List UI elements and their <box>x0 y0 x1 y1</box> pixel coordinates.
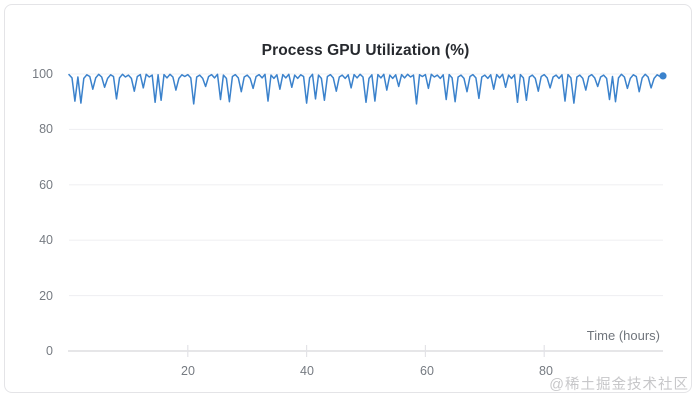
y-tick-label-0: 0 <box>46 344 53 358</box>
x-tick-label-40: 40 <box>300 364 314 378</box>
x-tick-label-80: 80 <box>539 364 553 378</box>
chart-card: Process GPU Utilization (%) 100 80 60 40… <box>4 4 692 393</box>
line-end-marker <box>659 72 667 80</box>
watermark-text: @稀土掘金技术社区 <box>549 377 689 393</box>
chart-title: Process GPU Utilization (%) <box>261 42 470 59</box>
x-tick-label-60: 60 <box>420 364 434 378</box>
x-tick-label-20: 20 <box>181 364 195 378</box>
y-tick-label-40: 40 <box>39 233 53 247</box>
y-tick-label-20: 20 <box>39 289 53 303</box>
y-tick-label-60: 60 <box>39 178 53 192</box>
gpu-utilization-line[interactable] <box>68 73 664 105</box>
y-tick-label-80: 80 <box>39 122 53 136</box>
gpu-utilization-plot-area[interactable] <box>5 5 698 405</box>
x-axis-label: Time (hours) <box>586 328 660 343</box>
y-tick-label-100: 100 <box>32 67 53 81</box>
